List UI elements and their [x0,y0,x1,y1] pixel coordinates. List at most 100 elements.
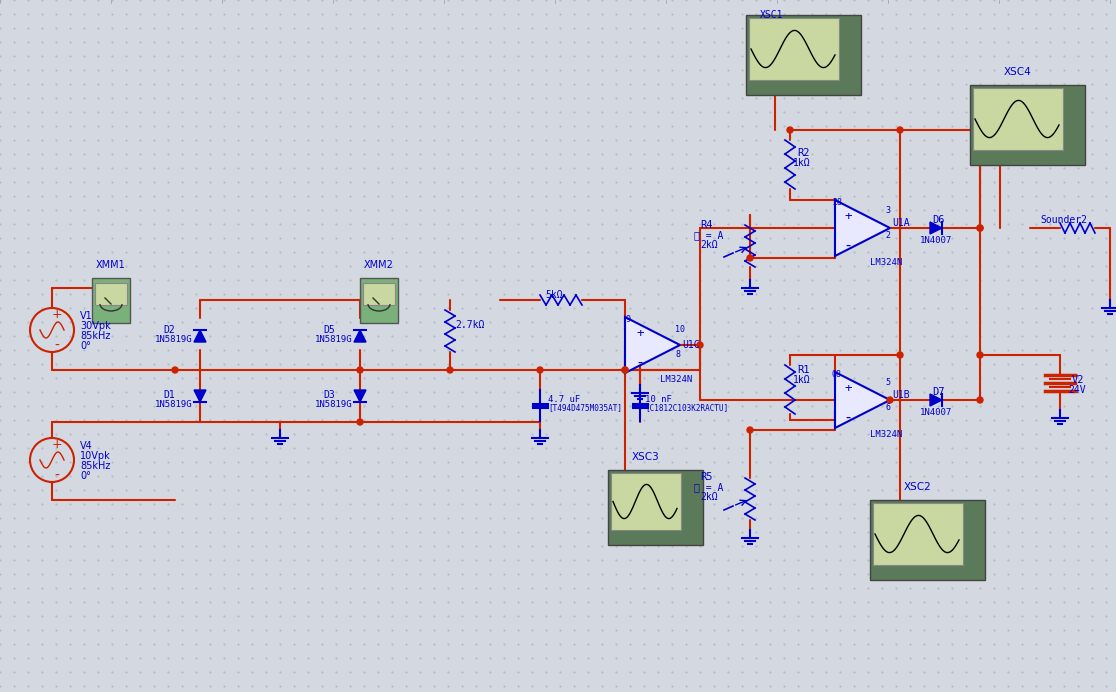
Polygon shape [835,372,889,428]
Circle shape [537,367,543,373]
Circle shape [357,419,363,425]
Circle shape [369,316,375,320]
Text: U1C: U1C [682,340,700,350]
Text: D6: D6 [932,215,944,225]
Text: 1N4007: 1N4007 [920,236,952,245]
Text: 10: 10 [675,325,685,334]
Text: [T494D475M035AT]: [T494D475M035AT] [548,403,622,412]
FancyBboxPatch shape [745,15,862,95]
Circle shape [976,352,983,358]
Text: -: - [55,339,59,353]
Circle shape [384,316,388,320]
Circle shape [115,316,121,320]
FancyBboxPatch shape [870,500,985,580]
Text: 0°: 0° [80,341,90,351]
Polygon shape [625,317,680,373]
Text: 1N5819G: 1N5819G [155,335,193,344]
Text: 8: 8 [675,350,680,359]
Text: 1kΩ: 1kΩ [793,158,810,168]
Text: D5: D5 [323,325,335,335]
Text: 10 nF: 10 nF [645,395,672,404]
Text: V2: V2 [1072,375,1085,385]
Text: 4.7 uF: 4.7 uF [548,395,580,404]
Text: +: + [51,307,62,320]
Text: XSC2: XSC2 [904,482,932,492]
Text: R4: R4 [700,220,712,230]
Text: 1N5819G: 1N5819G [315,335,353,344]
Text: 2: 2 [885,231,889,240]
Text: 30Vpk: 30Vpk [80,321,110,331]
Text: V4: V4 [80,441,93,451]
Text: [C1812C103K2RACTU]: [C1812C103K2RACTU] [645,403,729,412]
Circle shape [622,367,628,373]
Text: 6: 6 [885,403,889,412]
FancyBboxPatch shape [970,85,1085,165]
Circle shape [747,255,753,261]
Text: D3: D3 [323,390,335,400]
Text: -: - [844,238,853,253]
Circle shape [102,316,106,320]
Circle shape [887,397,893,403]
Text: 1N5819G: 1N5819G [155,400,193,409]
Text: D1: D1 [163,390,175,400]
Polygon shape [930,394,942,406]
Text: 0°: 0° [80,471,90,481]
Text: R1: R1 [797,365,809,375]
Text: R5: R5 [700,472,712,482]
Text: 2kΩ: 2kΩ [700,240,718,250]
Circle shape [897,127,903,133]
FancyBboxPatch shape [95,283,127,305]
Text: 1kΩ: 1kΩ [793,375,810,385]
FancyBboxPatch shape [873,503,963,565]
Text: Sounder2: Sounder2 [1040,215,1087,225]
Circle shape [747,427,753,433]
Circle shape [622,367,628,373]
Circle shape [787,127,793,133]
Circle shape [172,367,177,373]
Text: +: + [51,437,62,450]
Text: U1B: U1B [892,390,910,400]
Text: 健 = A: 健 = A [694,230,723,240]
Text: 5kΩ: 5kΩ [545,290,562,300]
Text: XMM1: XMM1 [96,260,126,270]
Polygon shape [930,222,942,234]
Text: XSC1: XSC1 [760,10,783,20]
Text: LM324N: LM324N [870,258,902,267]
Text: +: + [844,382,852,395]
Text: 1N5819G: 1N5819G [315,400,353,409]
Polygon shape [835,200,889,256]
Text: -: - [55,469,59,483]
Text: 3: 3 [885,206,889,215]
Polygon shape [194,390,206,402]
Text: 24V: 24V [1068,385,1086,395]
FancyBboxPatch shape [610,473,681,530]
Text: 5: 5 [885,378,889,387]
Text: 28: 28 [833,198,841,207]
Text: 08: 08 [833,370,841,379]
Circle shape [976,225,983,231]
Text: +: + [636,327,644,340]
Text: U1A: U1A [892,218,910,228]
Text: XMM2: XMM2 [364,260,394,270]
FancyBboxPatch shape [92,278,129,323]
Text: -: - [844,410,853,425]
FancyBboxPatch shape [973,88,1064,150]
Text: 85kHz: 85kHz [80,461,110,471]
Text: 健 = A: 健 = A [694,482,723,492]
Text: 85kHz: 85kHz [80,331,110,341]
Text: LM324N: LM324N [870,430,902,439]
FancyBboxPatch shape [608,470,703,545]
Text: D7: D7 [932,387,944,397]
Circle shape [448,367,453,373]
Text: R2: R2 [797,148,809,158]
Circle shape [897,352,903,358]
Text: D2: D2 [163,325,175,335]
Text: 10Vpk: 10Vpk [80,451,110,461]
Text: 2kΩ: 2kΩ [700,492,718,502]
Circle shape [976,225,983,231]
Text: V1: V1 [80,311,93,321]
Text: 9: 9 [625,315,631,324]
Polygon shape [194,330,206,342]
Text: 1N4007: 1N4007 [920,408,952,417]
Text: +: + [844,210,852,223]
